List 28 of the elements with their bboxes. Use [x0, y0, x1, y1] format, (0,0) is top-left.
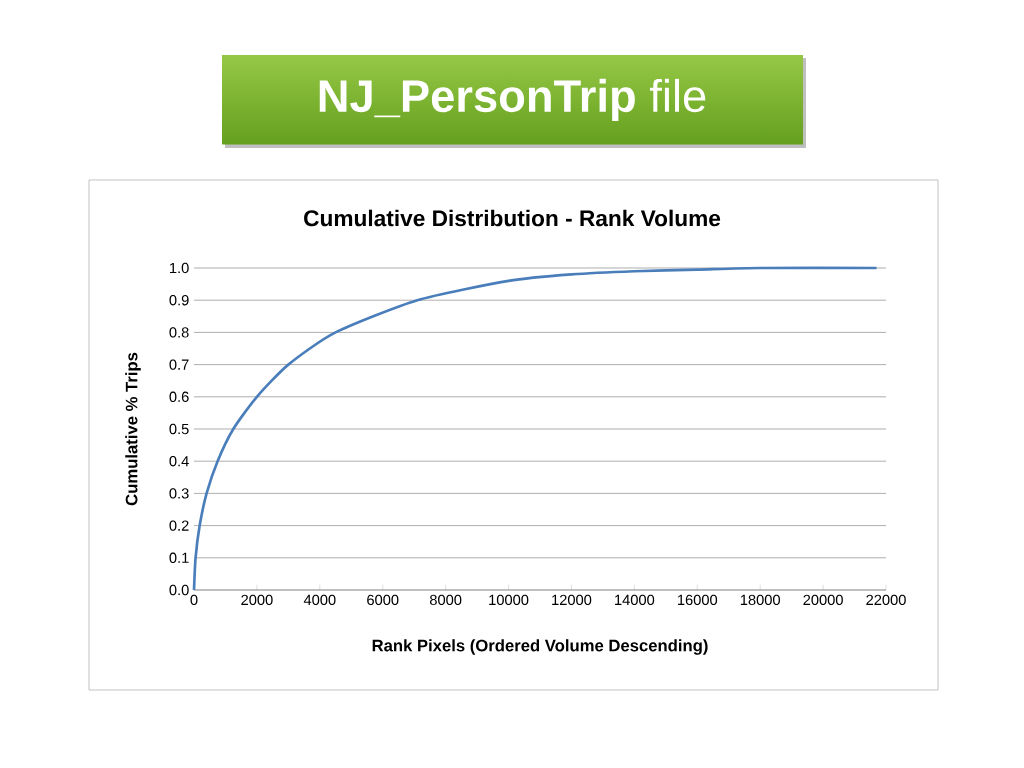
- x-tick-label: 14000: [615, 594, 655, 606]
- x-tick-label: 22000: [866, 594, 906, 606]
- y-tick-label: 0.7: [169, 359, 189, 370]
- y-tick-label: 0.4: [169, 456, 189, 467]
- y-tick-label: 0.8: [169, 327, 189, 338]
- y-tick-label: 0.9: [169, 295, 189, 306]
- x-axis-title: Rank Pixels (Ordered Volume Descending): [372, 639, 708, 655]
- x-tick-label: 12000: [552, 594, 592, 606]
- y-axis-title: Cumulative % Trips: [125, 352, 141, 506]
- x-tick-label: 0: [190, 594, 198, 606]
- x-tick-label: 6000: [367, 594, 399, 606]
- chart-subtitle: Cumulative Distribution - Rank Volume: [304, 209, 721, 227]
- y-tick-label: 0.2: [169, 520, 189, 531]
- x-tick-label: 8000: [429, 594, 462, 606]
- x-tick-label: 18000: [740, 594, 780, 606]
- line-series: [192, 266, 878, 592]
- x-tick-label: 2000: [241, 594, 273, 606]
- x-tick-label: 16000: [678, 594, 718, 606]
- y-tick-label: 0.3: [169, 488, 189, 499]
- y-tick-label: 0.6: [169, 391, 189, 402]
- y-tick-label: 0.5: [169, 423, 189, 435]
- x-tick-label: 10000: [489, 594, 529, 606]
- x-tick-label: 20000: [803, 594, 843, 606]
- chart-title: NJ_PersonTrip file: [319, 78, 706, 122]
- y-tick-label: 1.0: [170, 262, 189, 274]
- y-tick-label: 0.0: [169, 584, 189, 596]
- y-tick-label: 0.1: [169, 552, 189, 563]
- x-tick-label: 4000: [303, 594, 336, 606]
